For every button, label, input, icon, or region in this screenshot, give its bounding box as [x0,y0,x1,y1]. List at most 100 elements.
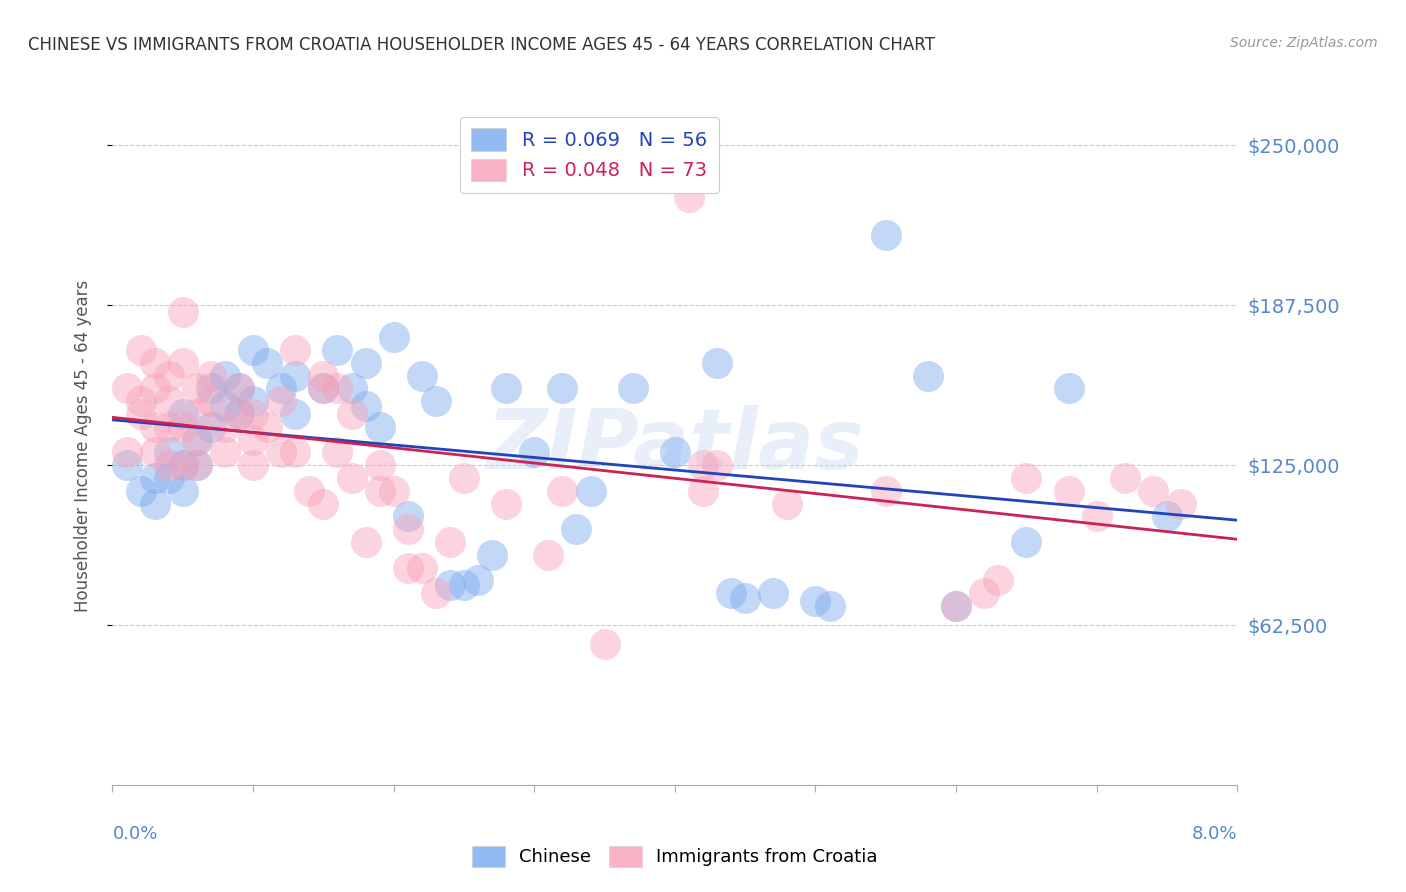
Point [157,394,180,409]
Point [172,304,194,318]
Point [284,343,307,357]
Legend: Chinese, Immigrants from Croatia: Chinese, Immigrants from Croatia [465,838,884,874]
Point [326,343,349,357]
Point [537,548,560,562]
Point [326,381,349,395]
Point [256,419,278,434]
Point [396,522,419,536]
Point [664,445,686,459]
Text: Source: ZipAtlas.com: Source: ZipAtlas.com [1230,36,1378,50]
Point [1015,535,1038,549]
Point [467,574,489,588]
Point [157,471,180,485]
Point [172,419,194,434]
Point [228,381,250,395]
Point [242,458,264,473]
Point [214,445,236,459]
Point [340,407,363,421]
Point [621,381,644,395]
Point [396,509,419,524]
Point [565,522,588,536]
Point [382,330,405,344]
Point [368,458,391,473]
Point [115,458,138,473]
Point [1015,471,1038,485]
Point [312,368,335,383]
Point [115,381,138,395]
Point [228,407,250,421]
Point [1057,381,1080,395]
Point [776,497,799,511]
Point [172,356,194,370]
Point [129,483,152,498]
Point [270,394,292,409]
Point [340,381,363,395]
Point [425,394,447,409]
Point [143,445,166,459]
Point [453,471,475,485]
Point [172,458,194,473]
Point [368,483,391,498]
Y-axis label: Householder Income Ages 45 - 64 years: Householder Income Ages 45 - 64 years [73,280,91,612]
Point [368,419,391,434]
Point [439,578,461,592]
Point [214,368,236,383]
Point [186,407,208,421]
Point [720,586,742,600]
Point [242,407,264,421]
Point [242,343,264,357]
Point [284,407,307,421]
Point [284,368,307,383]
Point [172,458,194,473]
Point [326,445,349,459]
Point [692,483,714,498]
Text: CHINESE VS IMMIGRANTS FROM CROATIA HOUSEHOLDER INCOME AGES 45 - 64 YEARS CORRELA: CHINESE VS IMMIGRANTS FROM CROATIA HOUSE… [28,36,935,54]
Point [143,497,166,511]
Point [411,368,433,383]
Point [1142,483,1164,498]
Point [228,407,250,421]
Point [875,227,897,242]
Point [186,433,208,447]
Point [706,458,728,473]
Point [396,560,419,574]
Point [354,535,377,549]
Legend: R = 0.069   N = 56, R = 0.048   N = 73: R = 0.069 N = 56, R = 0.048 N = 73 [460,117,718,193]
Point [818,599,841,613]
Point [242,394,264,409]
Point [157,368,180,383]
Point [987,574,1010,588]
Point [354,400,377,414]
Point [214,400,236,414]
Point [453,578,475,592]
Text: 8.0%: 8.0% [1192,825,1237,843]
Point [354,356,377,370]
Text: 0.0%: 0.0% [112,825,157,843]
Point [129,407,152,421]
Point [256,356,278,370]
Point [157,445,180,459]
Point [298,483,321,498]
Point [172,407,194,421]
Point [186,381,208,395]
Point [270,381,292,395]
Point [214,419,236,434]
Point [115,445,138,459]
Point [270,445,292,459]
Point [678,189,700,203]
Point [579,483,602,498]
Point [917,368,939,383]
Point [186,458,208,473]
Point [312,381,335,395]
Point [875,483,897,498]
Point [495,381,517,395]
Point [1114,471,1136,485]
Point [706,356,728,370]
Point [523,445,546,459]
Point [172,483,194,498]
Point [284,445,307,459]
Point [382,483,405,498]
Point [664,164,686,178]
Point [186,458,208,473]
Point [200,368,222,383]
